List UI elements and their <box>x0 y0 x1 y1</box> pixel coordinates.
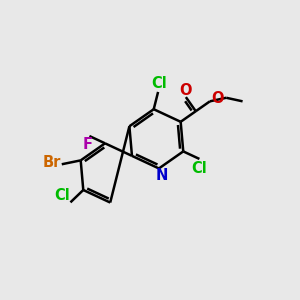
Text: F: F <box>83 137 93 152</box>
Text: O: O <box>180 83 192 98</box>
Text: Cl: Cl <box>152 76 167 91</box>
Text: Cl: Cl <box>191 161 207 176</box>
Text: N: N <box>156 168 168 183</box>
Text: O: O <box>211 91 224 106</box>
Text: Cl: Cl <box>54 188 70 203</box>
Text: Br: Br <box>43 155 62 170</box>
